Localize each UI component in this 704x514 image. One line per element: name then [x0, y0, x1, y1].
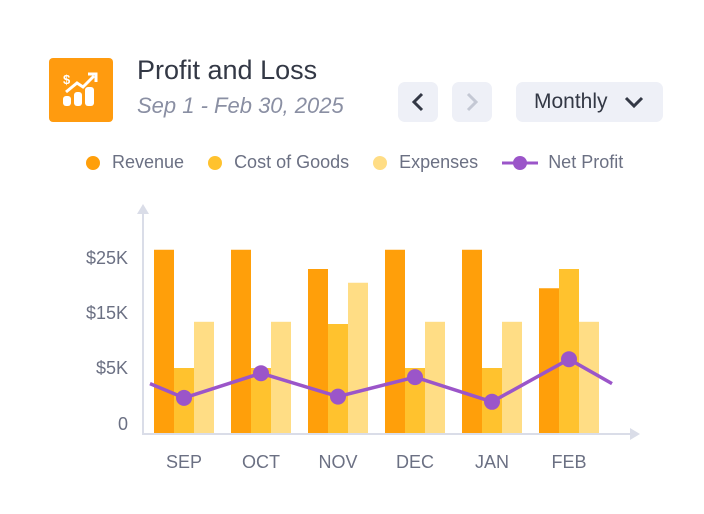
net-profit-line: [149, 357, 613, 404]
legend-dot: [86, 155, 100, 170]
legend-label: Net Profit: [548, 152, 624, 172]
x-tick-label: NOV: [318, 452, 357, 472]
date-range: Sep 1 - Feb 30, 2025: [137, 93, 344, 118]
legend-label: Revenue: [112, 152, 185, 172]
expenses-bar: [502, 321, 522, 433]
expenses-bar: [425, 321, 445, 433]
next-button[interactable]: [452, 82, 492, 122]
x-tick-label: FEB: [551, 452, 586, 472]
net-profit-point: [253, 365, 269, 382]
chevron-left-icon: [411, 92, 424, 112]
legend-expenses: Expenses: [373, 152, 478, 173]
cost-bar: [251, 368, 271, 433]
net-profit-point: [330, 388, 346, 405]
revenue-bar: [231, 249, 251, 433]
chevron-right-icon: [466, 92, 479, 112]
legend-dot: [373, 155, 388, 170]
y-tick-label: $25K: [86, 248, 128, 268]
svg-text:$: $: [63, 72, 71, 87]
legend-cost: Cost of Goods: [208, 152, 349, 173]
chevron-down-icon: [624, 96, 643, 109]
expenses-bar: [348, 282, 368, 433]
legend: Revenue Cost of Goods Expenses Net Profi…: [86, 152, 647, 173]
legend-label: Expenses: [399, 152, 479, 172]
page-title: Profit and Loss: [137, 55, 318, 85]
cost-bar: [559, 269, 579, 433]
x-tick-label: DEC: [396, 452, 434, 472]
expenses-bar: [194, 321, 214, 433]
period-dropdown[interactable]: Monthly: [516, 82, 663, 122]
revenue-bar: [539, 288, 559, 433]
net-profit-point: [484, 393, 500, 410]
y-tick-label: 0: [118, 414, 128, 434]
net-profit-point: [407, 369, 423, 386]
legend-label: Cost of Goods: [234, 152, 350, 172]
net-profit-point: [561, 351, 577, 368]
revenue-bar: [154, 249, 174, 433]
period-dropdown-value: Monthly: [534, 90, 608, 113]
cost-bar: [405, 368, 425, 433]
x-axis-arrow: [630, 428, 640, 440]
y-tick-label: $5K: [96, 358, 128, 378]
cost-bar: [328, 324, 348, 433]
x-tick-label: OCT: [242, 452, 280, 472]
previous-button[interactable]: [398, 82, 438, 122]
legend-net-profit: Net Profit: [502, 152, 623, 173]
legend-dot: [208, 155, 223, 170]
chart-growth-dollar-icon: $: [49, 58, 113, 122]
net-profit-point: [176, 389, 192, 406]
y-tick-label: $15K: [86, 303, 128, 323]
x-tick-label: SEP: [166, 452, 202, 472]
legend-revenue: Revenue: [86, 152, 184, 173]
expenses-bar: [271, 321, 291, 433]
revenue-bar: [462, 249, 482, 433]
revenue-bar: [308, 269, 328, 433]
x-tick-label: JAN: [475, 452, 509, 472]
legend-line-marker: [502, 155, 539, 170]
revenue-bar: [385, 249, 405, 433]
expenses-bar: [579, 321, 599, 433]
y-axis-arrow: [137, 204, 149, 214]
